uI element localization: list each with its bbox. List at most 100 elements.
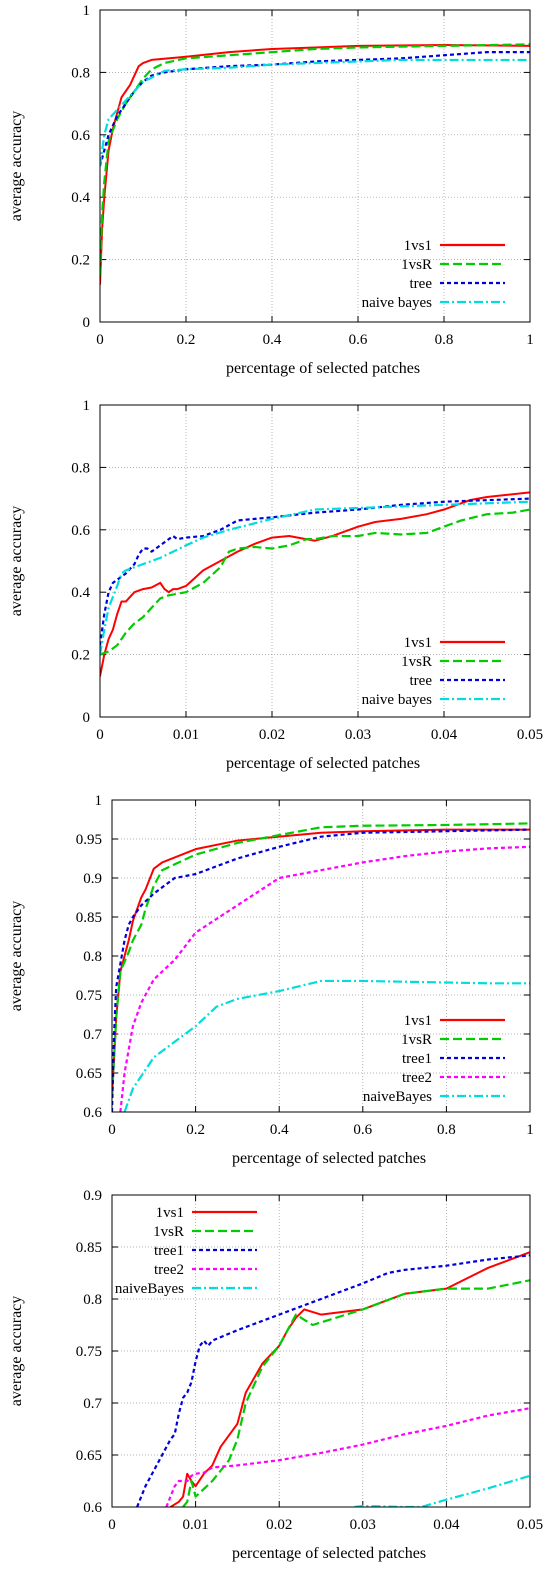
y-axis-label: average accuracy [8,111,25,222]
x-tick-label: 0 [96,727,104,743]
series-line-naiveBayes [354,1474,530,1507]
x-tick-label: 0.01 [173,727,199,743]
series-line-1vsR [182,1279,530,1507]
legend-label: naive bayes [362,295,433,311]
series-line-1vsR [100,43,530,276]
series-line-tree1 [112,828,530,1112]
legend: 1vs1 1vsR tree1 tree2 naiveBayes [363,1013,505,1105]
x-tick-label: 1 [526,332,534,348]
y-tick-label: 0.7 [83,1027,102,1043]
legend-label: 1vs1 [156,1205,184,1221]
y-tick-label: 0.65 [76,1066,102,1082]
y-tick-label: 0.8 [71,460,90,476]
x-tick-label: 0.6 [349,332,368,348]
chart-panel-4: 0 0.01 0.02 0.03 0.04 0.05 0.6 0.65 0.7 0.75 0.8 0.… [8,1188,543,1562]
series-line-tree2 [165,1407,530,1507]
x-tick-label: 0.6 [353,1122,372,1138]
x-tick-label: 0.2 [186,1122,205,1138]
y-axis-label: average accuracy [8,901,25,1012]
x-tick-label: 0.05 [517,727,543,743]
legend-label: tree2 [402,1070,432,1086]
y-tick-label: 0.75 [76,1344,102,1360]
legend: 1vs1 1vsR tree naive bayes [362,635,505,708]
x-axis-label: percentage of selected patches [226,755,420,772]
series-line-1vs1 [100,491,530,677]
x-tick-label: 0.8 [437,1122,456,1138]
y-tick-label: 0.8 [83,949,102,965]
x-tick-label: 0.04 [431,727,458,743]
y-tick-label: 0.4 [71,190,90,206]
series-line-1vs1 [100,43,530,285]
x-axis-label: percentage of selected patches [226,360,420,377]
series-line-1vs1 [169,1251,530,1507]
x-tick-label: 0.03 [345,727,371,743]
series-line-1vsR [112,822,530,1097]
y-tick-label: 0.85 [76,910,102,926]
x-tick-label: 0 [108,1517,116,1533]
x-tick-label: 0.4 [270,1122,289,1138]
x-tick-label: 0.8 [435,332,454,348]
legend: 1vs1 1vsR tree naive bayes [362,238,505,311]
series-line-naive-bayes [100,500,530,655]
series-group [136,1251,530,1507]
plot-frame [99,9,531,323]
chart-panel-1: 0 0.2 0.4 0.6 0.8 1 0 0.2 0.4 0.6 0.8 1 1vs1 1vsR tree… [8,3,534,377]
series-group [112,822,530,1112]
x-axis-label: percentage of selected patches [232,1545,426,1562]
series-line-tree [100,51,530,167]
plot-frame [99,404,531,718]
legend-label: 1vs1 [404,1013,432,1029]
y-tick-label: 0.75 [76,988,102,1004]
x-tick-label: 0.4 [263,332,282,348]
y-tick-label: 1 [95,793,103,809]
y-tick-label: 0.85 [76,1240,102,1256]
y-tick-label: 0.9 [83,871,102,887]
legend-label: tree [410,673,433,689]
x-tick-label: 0.05 [517,1517,543,1533]
series-line-naive-bayes [100,58,530,167]
legend-label: naive bayes [362,692,433,708]
series-group [100,43,530,285]
x-tick-label: 0.01 [182,1517,208,1533]
legend-label: tree [410,276,433,292]
y-tick-label: 0.95 [76,832,102,848]
y-axis-label: average accuracy [8,506,25,617]
y-tick-label: 0 [83,315,91,331]
y-tick-label: 0.6 [71,128,90,144]
legend-label: 1vsR [153,1224,184,1240]
y-tick-label: 0.8 [83,1292,102,1308]
y-tick-label: 0.6 [71,523,90,539]
legend-label: naiveBayes [363,1089,432,1105]
legend-label: 1vs1 [404,635,432,651]
x-tick-label: 0.03 [350,1517,376,1533]
y-axis-label: average accuracy [8,1296,25,1407]
x-tick-label: 0.02 [266,1517,292,1533]
x-tick-label: 0.2 [177,332,196,348]
series-line-tree [100,497,530,646]
legend-label: 1vsR [401,654,432,670]
legend-label: tree2 [154,1262,184,1278]
y-tick-label: 0.4 [71,585,90,601]
legend-label: naiveBayes [115,1281,184,1297]
x-tick-label: 1 [526,1122,534,1138]
y-tick-label: 0.2 [71,253,90,269]
series-line-tree1 [136,1254,530,1507]
series-line-tree2 [119,845,530,1112]
legend: 1vs1 1vsR tree1 tree2 naiveBayes [115,1205,257,1297]
y-tick-label: 1 [83,398,91,414]
x-tick-label: 0 [96,332,104,348]
plot-frame [111,1194,531,1508]
y-tick-label: 1 [83,3,91,19]
legend-label: 1vsR [401,1032,432,1048]
legend-label: 1vs1 [404,238,432,254]
legend-label: 1vsR [401,257,432,273]
legend-label: tree1 [402,1051,432,1067]
legend-label: tree1 [154,1243,184,1259]
chart-panel-2: 0 0.01 0.02 0.03 0.04 0.0500.20.40.60.811vs11… [8,398,543,772]
y-tick-label: 0.65 [76,1448,102,1464]
series-group [100,491,530,677]
y-tick-label: 0.2 [71,648,90,664]
series-line-1vs1 [112,828,530,1097]
plot-frame [111,799,531,1113]
